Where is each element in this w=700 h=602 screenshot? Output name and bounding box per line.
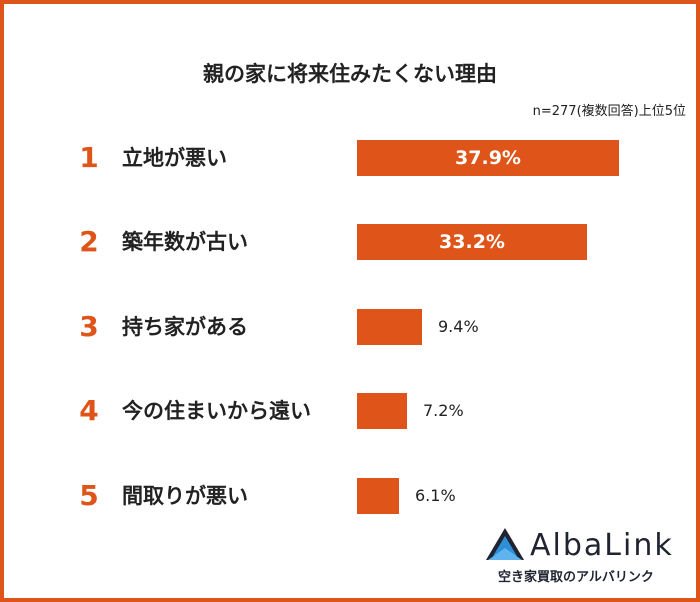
rank-number: 1 xyxy=(79,141,99,174)
value-label: 7.2% xyxy=(423,401,464,420)
bar xyxy=(357,309,422,345)
category-label: 築年数が古い xyxy=(122,230,248,254)
chart-title: 親の家に将来住みたくない理由 xyxy=(203,62,497,86)
bar-row: 3 持ち家がある 9.4% xyxy=(0,307,700,347)
bar xyxy=(357,224,587,260)
category-label: 立地が悪い xyxy=(122,146,227,170)
bar-row: 4 今の住まいから遠い 7.2% xyxy=(0,391,700,431)
bar xyxy=(357,393,407,429)
rank-number: 5 xyxy=(79,479,99,512)
value-label: 37.9% xyxy=(455,147,521,169)
bar xyxy=(357,140,619,176)
rank-number: 3 xyxy=(79,310,99,343)
rank-number: 4 xyxy=(79,394,99,427)
category-label: 今の住まいから遠い xyxy=(122,399,311,423)
category-label: 間取りが悪い xyxy=(122,484,248,508)
rank-number: 2 xyxy=(79,225,99,258)
bar-row: 5 間取りが悪い 6.1% xyxy=(0,476,700,516)
value-label: 33.2% xyxy=(439,231,505,253)
sample-note: n=277(複数回答)上位5位 xyxy=(532,104,686,119)
value-label: 9.4% xyxy=(438,317,479,336)
albalink-logo: AlbaLink 空き家買取のアルバリンク xyxy=(484,526,684,592)
bar-row: 1 立地が悪い 37.9% xyxy=(0,138,700,178)
bar xyxy=(357,478,399,514)
bar-row: 2 築年数が古い 33.2% xyxy=(0,222,700,262)
value-label: 6.1% xyxy=(415,486,456,505)
mountain-logo-icon xyxy=(486,528,524,560)
logo-tagline: 空き家買取のアルバリンク xyxy=(498,570,654,585)
category-label: 持ち家がある xyxy=(122,315,248,339)
logo-name: AlbaLink xyxy=(530,528,674,563)
